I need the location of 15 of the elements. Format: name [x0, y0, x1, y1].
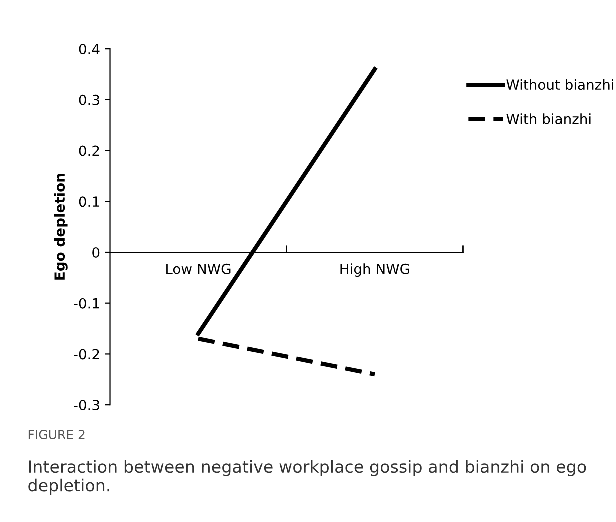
text: Interaction between negative workplace gossip and bianzhi on ego depletion.: [28, 460, 586, 496]
x-tick-label: Low NWG: [166, 264, 231, 274]
y-tick-label: 0: [92, 247, 100, 258]
y-tick-label: -0.3: [74, 400, 100, 411]
x-tick-label: High NWG: [340, 264, 410, 278]
y-tick-label: -0.1: [74, 298, 100, 309]
legend-label: Without bianzhi: [506, 79, 614, 90]
y-tick-label: 0.4: [79, 44, 100, 55]
caption: FIGURE 2: [28, 430, 85, 440]
legend-label: With bianzhi: [506, 114, 591, 124]
y-tick-label: 0.1: [79, 196, 100, 208]
y-tick-label: 0.3: [79, 94, 100, 106]
y-tick-label: 0.2: [79, 146, 100, 156]
y-axis-title: Ego depletion: [54, 174, 68, 280]
y-tick-label: -0.2: [74, 349, 100, 360]
